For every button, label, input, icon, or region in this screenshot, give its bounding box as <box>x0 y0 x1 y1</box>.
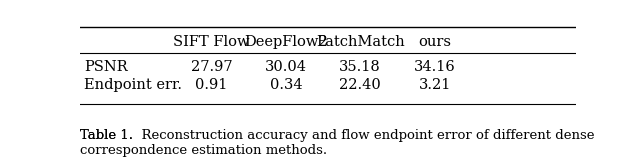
Text: PSNR: PSNR <box>84 60 127 74</box>
Text: ours: ours <box>418 34 451 49</box>
Text: PatchMatch: PatchMatch <box>316 34 404 49</box>
Text: 35.18: 35.18 <box>339 60 381 74</box>
Text: 30.04: 30.04 <box>265 60 307 74</box>
Text: 34.16: 34.16 <box>414 60 456 74</box>
Text: DeepFlow2: DeepFlow2 <box>244 34 328 49</box>
Text: 0.34: 0.34 <box>269 78 302 93</box>
Text: 3.21: 3.21 <box>419 78 451 93</box>
Text: Endpoint err.: Endpoint err. <box>84 78 182 93</box>
Text: SIFT Flow: SIFT Flow <box>173 34 250 49</box>
Text: Table 1.: Table 1. <box>80 130 133 142</box>
Text: 22.40: 22.40 <box>339 78 381 93</box>
Text: Table 1.  Reconstruction accuracy and flow endpoint error of different dense
cor: Table 1. Reconstruction accuracy and flo… <box>80 130 595 157</box>
Text: 0.91: 0.91 <box>195 78 228 93</box>
Text: 27.97: 27.97 <box>191 60 232 74</box>
